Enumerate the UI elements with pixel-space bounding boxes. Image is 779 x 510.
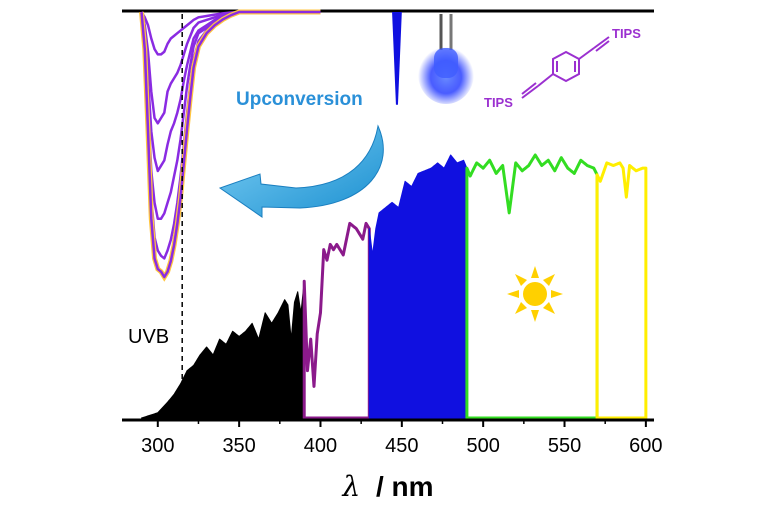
led-icon <box>418 14 474 104</box>
x-axis-symbol: λ <box>341 470 360 503</box>
absorption-series-5 <box>140 10 321 279</box>
solar-band-2 <box>368 154 468 419</box>
upconversion-arrow-icon <box>218 124 384 218</box>
x-tick-label: 300 <box>141 435 174 457</box>
absorption-series-4 <box>140 10 321 260</box>
x-tick-label: 600 <box>629 435 662 457</box>
tips-molecule-icon <box>521 36 610 99</box>
sun-icon <box>507 266 563 322</box>
solar-band-4 <box>595 161 648 420</box>
absorption-series-0 <box>140 10 321 56</box>
solar-spectrum <box>141 153 648 420</box>
absorption-spectra <box>139 9 321 282</box>
x-tick-label: 400 <box>304 435 337 457</box>
solar-band-1 <box>302 221 371 420</box>
solar-band-3 <box>465 153 599 420</box>
upconversion-label: Upconversion <box>236 89 363 110</box>
x-tick-label: 350 <box>222 435 255 457</box>
x-axis-title: λ / nm <box>341 470 433 503</box>
x-axis-ticks: 300 350 400 450 500 550 600 <box>141 420 663 457</box>
x-tick-label: 500 <box>466 435 499 457</box>
x-tick-label: 550 <box>548 435 581 457</box>
led-emission-peak <box>392 12 402 105</box>
tips-bottom-label: TIPS <box>484 95 513 110</box>
x-tick-label: 450 <box>385 435 418 457</box>
solar-band-0 <box>141 280 305 419</box>
uvb-label: UVB <box>128 326 169 348</box>
x-axis-unit: / nm <box>376 471 434 502</box>
tips-top-label: TIPS <box>612 26 641 41</box>
